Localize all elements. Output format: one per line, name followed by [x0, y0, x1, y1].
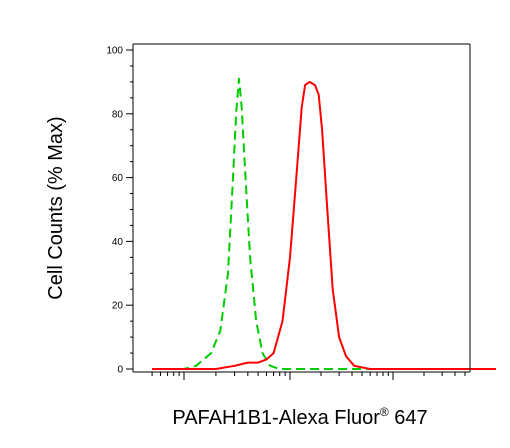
axes-and-ticks: 0 20 40 60 80 100 [106, 46, 466, 380]
x-axis-title-main: PAFAH1B1-Alexa Fluor [172, 407, 380, 429]
y-tick-label: 80 [112, 109, 124, 120]
x-axis-title-suffix: 647 [389, 407, 428, 429]
y-tick-label: 20 [112, 301, 124, 312]
sample-histogram-line [152, 80, 496, 370]
y-axis-title: Cell Counts (% Max) [45, 116, 67, 299]
y-tick-label: 60 [112, 173, 124, 184]
control-histogram-line [152, 77, 496, 370]
x-axis-title: PAFAH1B1-Alexa Fluor® 647 [172, 405, 427, 429]
plot-frame [132, 43, 471, 373]
y-tick-label: 0 [117, 365, 123, 376]
x-axis-title-registered-mark: ® [380, 405, 389, 419]
histogram-series [152, 77, 496, 370]
y-tick-label: 100 [106, 46, 123, 57]
y-tick-label: 40 [112, 237, 124, 248]
